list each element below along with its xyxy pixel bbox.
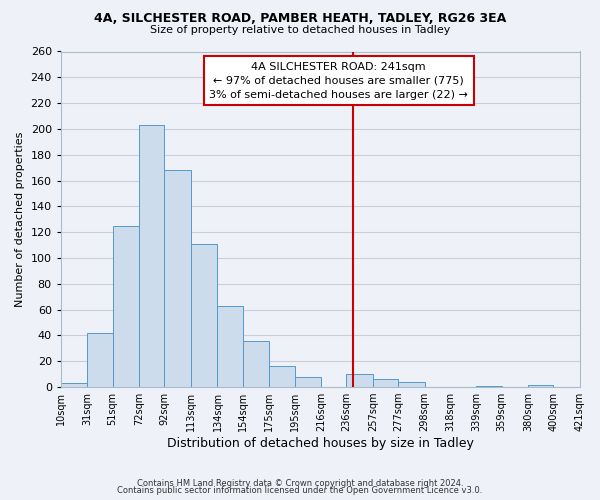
Bar [243,340,269,387]
Y-axis label: Number of detached properties: Number of detached properties [15,132,25,307]
Bar [373,380,398,387]
Bar [528,384,553,387]
X-axis label: Distribution of detached houses by size in Tadley: Distribution of detached houses by size … [167,437,474,450]
Bar [61,383,88,387]
Text: Contains HM Land Registry data © Crown copyright and database right 2024.: Contains HM Land Registry data © Crown c… [137,478,463,488]
Bar [139,125,164,387]
Bar [164,170,191,387]
Bar [191,244,217,387]
Text: 4A SILCHESTER ROAD: 241sqm
← 97% of detached houses are smaller (775)
3% of semi: 4A SILCHESTER ROAD: 241sqm ← 97% of deta… [209,62,468,100]
Bar [346,374,373,387]
Bar [269,366,295,387]
Bar [398,382,425,387]
Text: Size of property relative to detached houses in Tadley: Size of property relative to detached ho… [150,25,450,35]
Bar [295,377,321,387]
Bar [476,386,502,387]
Bar [88,333,113,387]
Text: Contains public sector information licensed under the Open Government Licence v3: Contains public sector information licen… [118,486,482,495]
Bar [217,306,243,387]
Text: 4A, SILCHESTER ROAD, PAMBER HEATH, TADLEY, RG26 3EA: 4A, SILCHESTER ROAD, PAMBER HEATH, TADLE… [94,12,506,26]
Bar [113,226,139,387]
